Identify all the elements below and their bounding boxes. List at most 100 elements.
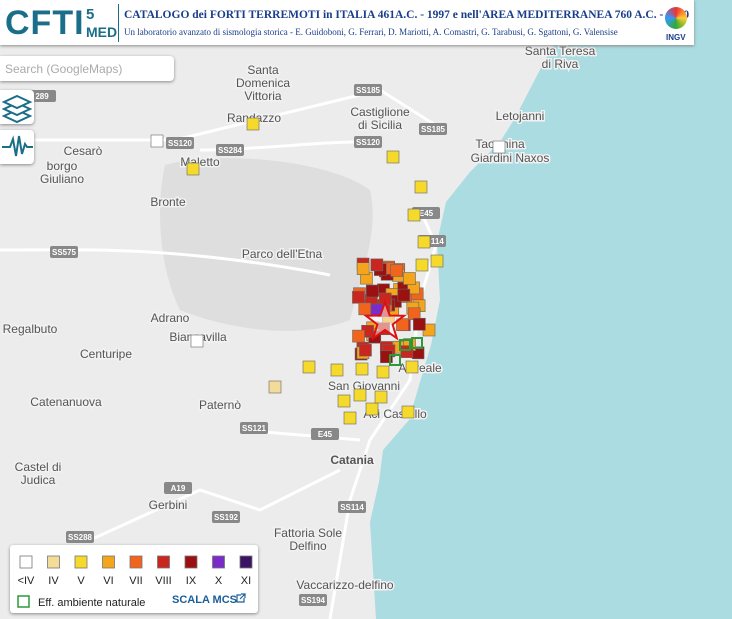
- ingv-logo: [665, 7, 687, 29]
- intensity-marker[interactable]: [405, 360, 419, 374]
- legend-label: V: [77, 575, 85, 587]
- header: CFTI 5 MED CATALOGO dei FORTI TERREMOTI …: [0, 0, 694, 45]
- intensity-marker[interactable]: [343, 411, 357, 425]
- layers-button[interactable]: [0, 90, 34, 124]
- seismogram-button[interactable]: [0, 130, 34, 164]
- intensity-marker[interactable]: [390, 264, 403, 277]
- intensity-marker[interactable]: [358, 302, 372, 316]
- intensity-marker[interactable]: [374, 390, 388, 404]
- road-shield: [212, 511, 240, 523]
- road-label: SS575: [52, 248, 77, 257]
- intensity-marker[interactable]: [365, 284, 379, 298]
- legend-swatch: [19, 555, 33, 569]
- intensity-marker[interactable]: [492, 140, 506, 154]
- intensity-marker[interactable]: [190, 334, 204, 348]
- intensity-marker[interactable]: [417, 235, 431, 249]
- intensity-marker[interactable]: [186, 162, 200, 176]
- natural-effect-marker[interactable]: [389, 354, 401, 366]
- logo-sub: MED: [86, 24, 118, 40]
- place-label: Letojanni: [496, 109, 545, 123]
- intensity-marker[interactable]: [359, 343, 372, 357]
- intensity-marker[interactable]: [246, 117, 260, 131]
- place-label: Fattoria Sole: [274, 526, 342, 540]
- place-label: Vaccarizzo-delfino: [296, 578, 393, 592]
- intensity-marker[interactable]: [337, 394, 351, 408]
- road-shield: [354, 136, 382, 148]
- intensity-marker[interactable]: [396, 318, 409, 331]
- road-label: SS192: [214, 513, 239, 522]
- logo: CFTI: [5, 4, 85, 42]
- scale-link[interactable]: SCALA MCS: [172, 594, 237, 606]
- intensity-marker[interactable]: [414, 180, 428, 194]
- intensity-marker[interactable]: [150, 134, 164, 148]
- place-label: Delfino: [289, 539, 327, 553]
- road-label: SS288: [68, 533, 93, 542]
- road-shield: [50, 246, 78, 258]
- intensity-marker[interactable]: [407, 208, 421, 222]
- natural-effect-marker[interactable]: [411, 337, 423, 349]
- intensity-marker[interactable]: [386, 150, 400, 164]
- intensity-marker[interactable]: [397, 288, 411, 302]
- legend-label: VII: [129, 575, 142, 587]
- intensity-marker[interactable]: [353, 388, 367, 402]
- intensity-marker[interactable]: [430, 254, 444, 268]
- legend-label: VI: [103, 575, 113, 587]
- search-box[interactable]: Search (GoogleMaps): [0, 56, 174, 81]
- intensity-marker[interactable]: [352, 290, 365, 304]
- road-shield: [354, 84, 382, 96]
- road-shield: [66, 531, 94, 543]
- intensity-marker[interactable]: [415, 258, 429, 272]
- place-label: Santa Teresa: [525, 44, 596, 58]
- place-label: Catania: [330, 453, 374, 467]
- external-link-icon: [236, 593, 246, 603]
- intensity-marker[interactable]: [401, 405, 415, 419]
- intensity-marker[interactable]: [403, 272, 416, 285]
- place-label: Castel di: [15, 460, 62, 474]
- place-label: Bronte: [150, 195, 186, 209]
- road-label: SS194: [301, 596, 326, 605]
- legend-swatch: [184, 555, 198, 569]
- place-label: Catenanuova: [30, 395, 102, 409]
- intensity-marker[interactable]: [355, 362, 369, 376]
- sea: [370, 0, 732, 619]
- natural-effect-marker[interactable]: [399, 339, 411, 351]
- place-label: Judica: [21, 473, 56, 487]
- logo-sup: 5: [86, 6, 95, 23]
- road-label: SS120: [356, 138, 381, 147]
- place-label: Parco dell'Etna: [242, 247, 323, 261]
- intensity-marker[interactable]: [356, 262, 370, 276]
- legend-swatch: [157, 555, 170, 569]
- place-label: Gerbini: [149, 498, 188, 512]
- road-label: E45: [318, 430, 333, 439]
- legend: <IV IV V VI VII VIII IX X XI Eff. ambiente natura…: [10, 545, 258, 613]
- road-shield: [299, 594, 327, 606]
- legend-swatch: [129, 555, 143, 569]
- road-shield: [166, 137, 194, 149]
- intensity-marker[interactable]: [330, 363, 344, 377]
- intensity-marker[interactable]: [370, 258, 384, 272]
- place-label: Giardini Naxos: [471, 151, 550, 165]
- road-label: E45: [419, 209, 434, 218]
- place-label: Maletto: [180, 155, 220, 169]
- legend-label: <IV: [18, 575, 35, 587]
- place-label: San Giovanni: [328, 379, 400, 393]
- legend-natural-label: Eff. ambiente naturale: [38, 597, 145, 609]
- place-label: Vittoria: [244, 89, 281, 103]
- place-label: di Sicilia: [358, 118, 402, 132]
- place-label: Acireale: [398, 361, 442, 375]
- place-label: Centuripe: [80, 347, 132, 361]
- intensity-marker[interactable]: [352, 329, 365, 343]
- place-label: Paternò: [199, 398, 241, 412]
- intensity-marker[interactable]: [365, 402, 379, 416]
- place-label: borgo: [47, 159, 78, 173]
- intensity-marker[interactable]: [376, 365, 390, 379]
- legend-swatch: [47, 555, 60, 569]
- etna-area: [160, 158, 373, 331]
- intensity-marker[interactable]: [413, 317, 426, 331]
- intensity-marker[interactable]: [302, 360, 316, 374]
- epicenter-star[interactable]: [363, 298, 407, 341]
- legend-natural-swatch: [17, 595, 30, 608]
- intensity-marker[interactable]: [268, 380, 282, 394]
- road-shield: [216, 144, 244, 156]
- road-label: SS114: [340, 503, 364, 512]
